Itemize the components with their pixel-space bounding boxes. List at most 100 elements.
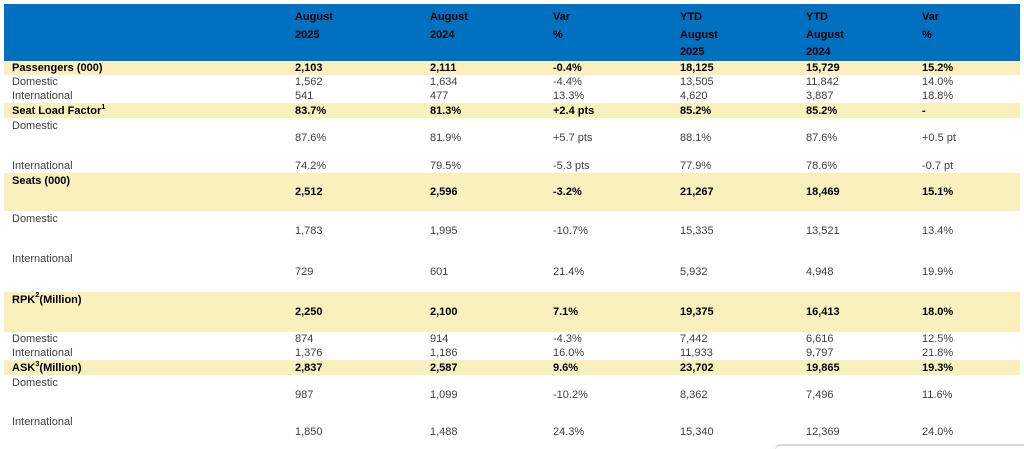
cell-august-2024: 1,488 (430, 425, 458, 438)
row-label-text: International (12, 253, 73, 265)
table-header-row: August 2025 August 2024 Var% YTD August 2025 YTD… (4, 4, 1020, 61)
row-label: Domestic (4, 75, 295, 89)
cell-ytd-august-2024: 7,496 (806, 388, 834, 401)
cell-august-2025: 729 (295, 265, 314, 278)
row-label-text: International (12, 159, 73, 172)
cell-ytd-august-2024: 19,865 (806, 361, 840, 374)
cell-var-pct: +2.4 pts (553, 104, 595, 117)
cell-ytd-august-2025: 88.1% (680, 132, 712, 144)
cell-ytd-august-2024: 4,948 (806, 265, 834, 278)
cell-august-2024: 914 (430, 333, 449, 345)
cell-ytd-var-pct: +0.5 pt (922, 132, 956, 144)
cell-ytd-august-2025: 13,505 (680, 76, 714, 88)
header-line: YTD (680, 11, 702, 23)
cell-august-2025: 83.7% (295, 104, 327, 117)
cell-ytd-var-pct: 21.8% (922, 347, 954, 359)
table-body: Passengers (000) 2,103 2,111 -0.4% 18,125 15,… (4, 61, 1020, 449)
cell-august-2024: 1,186 (430, 347, 458, 359)
cell-var-pct: 21.4% (553, 265, 585, 278)
row-label: International (4, 89, 295, 103)
cell-august-2025: 1,783 (295, 225, 323, 237)
cell-ytd-var-pct: 14.0% (922, 76, 954, 88)
cell-august-2025: 74.2% (295, 159, 327, 172)
row-label-superscript: 3 (35, 360, 40, 368)
cell-var-pct: -10.7% (553, 225, 588, 237)
cell-var-pct: -4.4% (553, 76, 582, 88)
cell-ytd-august-2025: 5,932 (680, 265, 708, 278)
cell-ytd-august-2024: 15,729 (806, 62, 840, 74)
cell-ytd-august-2025: 19,375 (680, 306, 714, 318)
header-line: YTD (806, 11, 828, 23)
cell-ytd-var-pct: 15.2% (922, 62, 954, 74)
cell-ytd-august-2024: 11,842 (806, 76, 839, 88)
cell-ytd-august-2024: 3,887 (806, 90, 834, 102)
header-cell: YTD August 2024 (806, 4, 922, 62)
cell-august-2025: 1,562 (295, 76, 323, 88)
row-label-text: Domestic (12, 76, 58, 88)
cell-ytd-august-2024: 9,797 (806, 347, 834, 359)
cell-ytd-august-2024: 78.6% (806, 159, 838, 172)
cell-august-2024: 79.5% (430, 159, 462, 172)
cell-ytd-august-2024: 12,369 (806, 425, 840, 438)
row-label: Domestic (4, 332, 295, 346)
row-label-text: Domestic (12, 213, 58, 225)
table-row: Domestic 1,562 1,634 -4.4% 13,505 11,842 14.0% (4, 75, 1020, 89)
row-label: ASK 3 (Million) (4, 360, 295, 375)
row-label: Domestic (4, 118, 295, 158)
cell-august-2024: 1,995 (430, 225, 458, 237)
cell-august-2024: 2,587 (430, 361, 458, 374)
row-label-text: International (12, 347, 73, 359)
row-label-suffix: (Million) (39, 361, 82, 374)
cell-august-2024: 2,596 (430, 186, 458, 198)
header-line: Var (922, 11, 940, 23)
cell-august-2024: 81.9% (430, 132, 462, 144)
cell-ytd-august-2025: 15,335 (680, 225, 714, 237)
row-label-text: International (12, 416, 73, 428)
row-label-text: Seat Load Factor (12, 104, 102, 117)
row-label: International (4, 251, 295, 292)
row-label: Seats (000) (4, 173, 295, 211)
cell-august-2025: 1,850 (295, 425, 323, 438)
cell-ytd-var-pct: 11.6% (922, 388, 953, 401)
row-label: International (4, 158, 295, 173)
cell-ytd-var-pct: 13.4% (922, 225, 954, 237)
cell-ytd-august-2025: 11,933 (680, 347, 713, 359)
header-line: August (430, 11, 468, 23)
row-label-superscript: 2 (35, 292, 40, 299)
cell-august-2024: 81.3% (430, 104, 462, 117)
row-label: Seat Load Factor 1 (4, 103, 295, 118)
cell-var-pct: -10.2% (553, 388, 588, 401)
cell-ytd-var-pct: 18.8% (922, 90, 954, 102)
table-row: Passengers (000) 2,103 2,111 -0.4% 18,125 15,… (4, 61, 1020, 75)
cell-august-2024: 477 (430, 90, 449, 102)
cell-august-2025: 2,512 (295, 186, 323, 198)
table-row: RPK 2 (Million) 2,250 2,100 7.1% 19,375 16,413… (4, 292, 1020, 332)
cell-august-2025: 2,250 (295, 306, 323, 318)
cutoff-element (775, 444, 1024, 449)
header-line: 2024 (806, 46, 831, 58)
header-line: 2024 (430, 28, 455, 41)
cell-ytd-august-2025: 8,362 (680, 388, 708, 401)
header-line: Var (553, 11, 571, 23)
header-cell-empty (4, 4, 295, 62)
row-label-text: Domestic (12, 333, 58, 345)
cell-var-pct: -4.3% (553, 333, 582, 345)
cell-august-2025: 987 (295, 388, 314, 401)
row-label-suffix: (Million) (39, 294, 82, 306)
table-row: Domestic 87.6% 81.9% +5.7 pts 88.1% 87.6% +0.5… (4, 118, 1020, 158)
cell-var-pct: -3.2% (553, 186, 582, 198)
cell-ytd-var-pct: - (922, 104, 926, 117)
header-line: 2025 (295, 28, 320, 41)
header-line: % (553, 28, 563, 41)
cell-august-2024: 1,099 (430, 388, 458, 401)
cell-ytd-august-2025: 18,125 (680, 62, 714, 74)
header-cell: August 2024 (430, 4, 553, 62)
cell-ytd-var-pct: 19.9% (922, 265, 954, 278)
header-cell: YTD August 2025 (680, 4, 806, 62)
row-label: Domestic (4, 375, 295, 414)
header-cell: August 2025 (295, 4, 430, 62)
row-label-text: Domestic (12, 377, 58, 389)
cell-var-pct: -5.3 pts (553, 159, 590, 172)
header-line: % (922, 28, 932, 41)
table-row: International 74.2% 79.5% -5.3 pts 77.9% 78.6… (4, 158, 1020, 173)
